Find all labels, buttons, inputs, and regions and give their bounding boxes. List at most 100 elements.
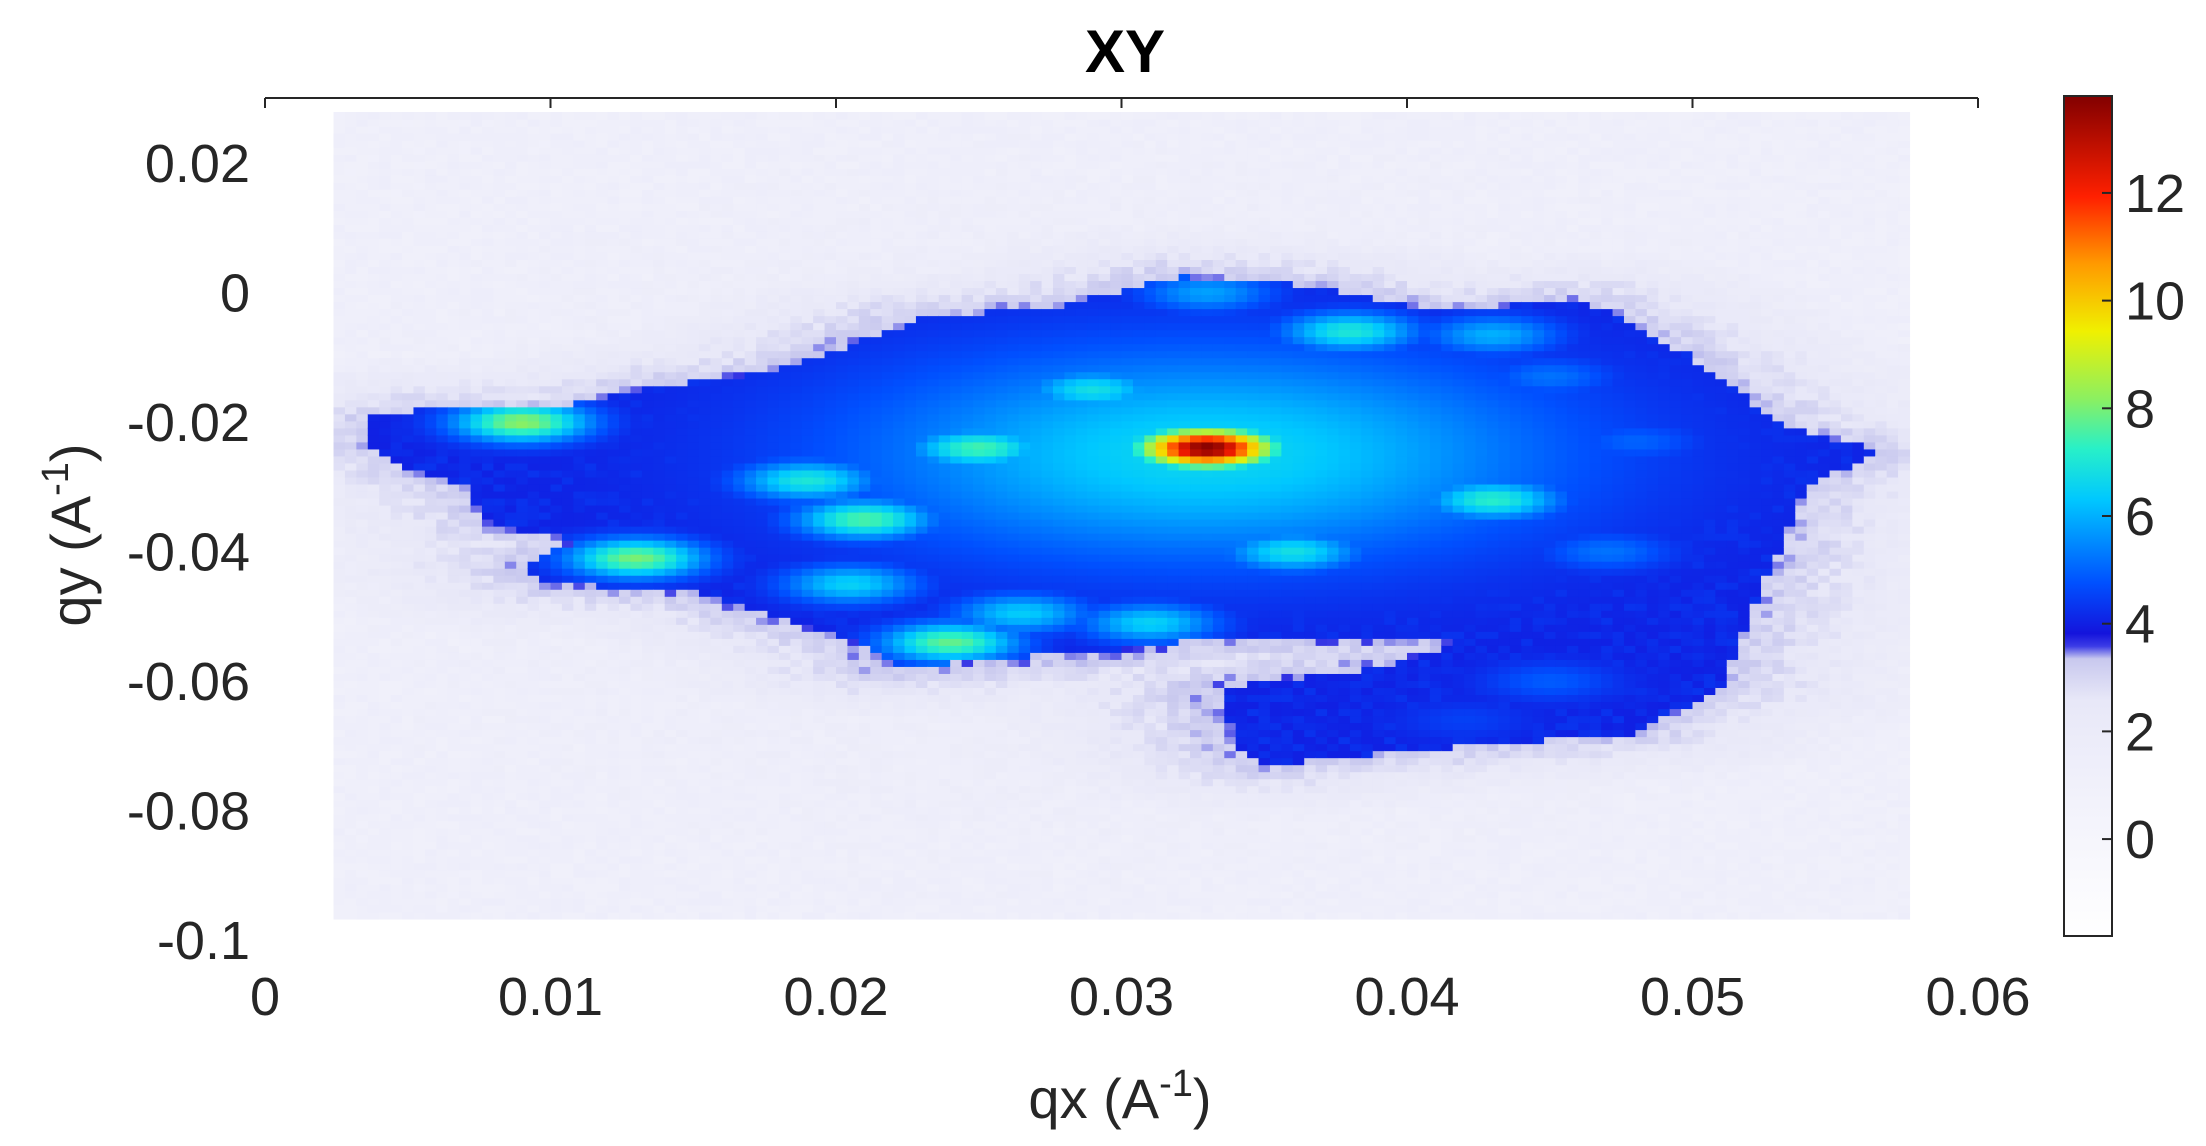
- heatmap-cell: [528, 147, 540, 155]
- heatmap-cell: [345, 470, 357, 478]
- heatmap-cell: [505, 379, 517, 387]
- heatmap-cell: [402, 884, 414, 892]
- heatmap-cell: [482, 301, 494, 309]
- heatmap-cell: [368, 259, 380, 267]
- heatmap-cell: [745, 905, 757, 913]
- heatmap-cell: [539, 793, 551, 801]
- heatmap-cell: [767, 659, 779, 667]
- heatmap-cell: [710, 196, 722, 204]
- heatmap-cell: [345, 877, 357, 885]
- heatmap-cell: [425, 730, 437, 738]
- heatmap-cell: [608, 294, 620, 302]
- heatmap-cell: [539, 568, 551, 576]
- heatmap-cell: [528, 758, 540, 766]
- heatmap-cell: [688, 821, 700, 829]
- heatmap-cell: [539, 266, 551, 274]
- heatmap-cell: [642, 751, 654, 759]
- heatmap-cell: [413, 414, 425, 422]
- heatmap-cell: [608, 259, 620, 267]
- heatmap-cell: [425, 849, 437, 857]
- heatmap-cell: [665, 793, 677, 801]
- heatmap-cell: [528, 765, 540, 773]
- heatmap-cell: [413, 884, 425, 892]
- heatmap-cell: [676, 786, 688, 794]
- heatmap-cell: [448, 365, 460, 373]
- heatmap-cell: [379, 484, 391, 492]
- heatmap-cell: [551, 758, 563, 766]
- heatmap-cell: [402, 358, 414, 366]
- heatmap-cell: [779, 400, 791, 408]
- heatmap-cell: [608, 442, 620, 450]
- heatmap-cell: [619, 231, 631, 239]
- heatmap-cell: [471, 807, 483, 815]
- heatmap-cell: [630, 533, 642, 541]
- heatmap-cell: [562, 463, 574, 471]
- heatmap-cell: [699, 351, 711, 359]
- heatmap-cell: [699, 652, 711, 660]
- heatmap-cell: [802, 477, 814, 485]
- heatmap-cell: [459, 652, 471, 660]
- heatmap-cell: [425, 659, 437, 667]
- heatmap-cell: [688, 210, 700, 218]
- heatmap-cell: [368, 365, 380, 373]
- heatmap-cell: [745, 547, 757, 555]
- heatmap-cell: [585, 168, 597, 176]
- heatmap-cell: [459, 245, 471, 253]
- heatmap-cell: [345, 484, 357, 492]
- heatmap-cell: [493, 533, 505, 541]
- heatmap-cell: [813, 491, 825, 499]
- heatmap-cell: [356, 273, 368, 281]
- heatmap-cell: [334, 112, 346, 120]
- heatmap-cell: [665, 751, 677, 759]
- heatmap-cell: [596, 400, 608, 408]
- heatmap-cell: [653, 694, 665, 702]
- heatmap-cell: [745, 330, 757, 338]
- heatmap-cell: [802, 323, 814, 331]
- heatmap-cell: [334, 828, 346, 836]
- heatmap-cell: [767, 252, 779, 260]
- heatmap-cell: [779, 828, 791, 836]
- heatmap-cell: [790, 680, 802, 688]
- heatmap-cell: [813, 673, 825, 681]
- heatmap-cell: [551, 715, 563, 723]
- heatmap-cell: [653, 140, 665, 148]
- heatmap-cell: [436, 800, 448, 808]
- heatmap-cell: [413, 842, 425, 850]
- heatmap-cell: [699, 435, 711, 443]
- heatmap-cell: [596, 814, 608, 822]
- heatmap-cell: [379, 259, 391, 267]
- heatmap-cell: [608, 203, 620, 211]
- heatmap-cell: [767, 442, 779, 450]
- heatmap-cell: [699, 849, 711, 857]
- heatmap-cell: [608, 533, 620, 541]
- heatmap-cell: [402, 877, 414, 885]
- heatmap-cell: [436, 126, 448, 134]
- heatmap-cell: [722, 596, 734, 604]
- heatmap-cell: [745, 238, 757, 246]
- heatmap-cell: [413, 638, 425, 646]
- heatmap-cell: [802, 463, 814, 471]
- heatmap-cell: [368, 751, 380, 759]
- heatmap-cell: [790, 189, 802, 197]
- heatmap-cell: [516, 631, 528, 639]
- heatmap-cell: [653, 294, 665, 302]
- heatmap-cell: [619, 168, 631, 176]
- heatmap-cell: [562, 554, 574, 562]
- heatmap-cell: [767, 280, 779, 288]
- heatmap-cell: [767, 365, 779, 373]
- heatmap-cell: [630, 835, 642, 843]
- heatmap-cell: [459, 526, 471, 534]
- heatmap-cell: [368, 821, 380, 829]
- heatmap-cell: [756, 540, 768, 548]
- heatmap-cell: [813, 301, 825, 309]
- heatmap-cell: [710, 835, 722, 843]
- heatmap-cell: [562, 737, 574, 745]
- heatmap-cell: [391, 568, 403, 576]
- heatmap-cell: [665, 863, 677, 871]
- heatmap-cell: [459, 266, 471, 274]
- heatmap-cell: [425, 372, 437, 380]
- heatmap-cell: [379, 133, 391, 141]
- heatmap-cell: [608, 568, 620, 576]
- heatmap-cell: [722, 533, 734, 541]
- heatmap-cell: [733, 758, 745, 766]
